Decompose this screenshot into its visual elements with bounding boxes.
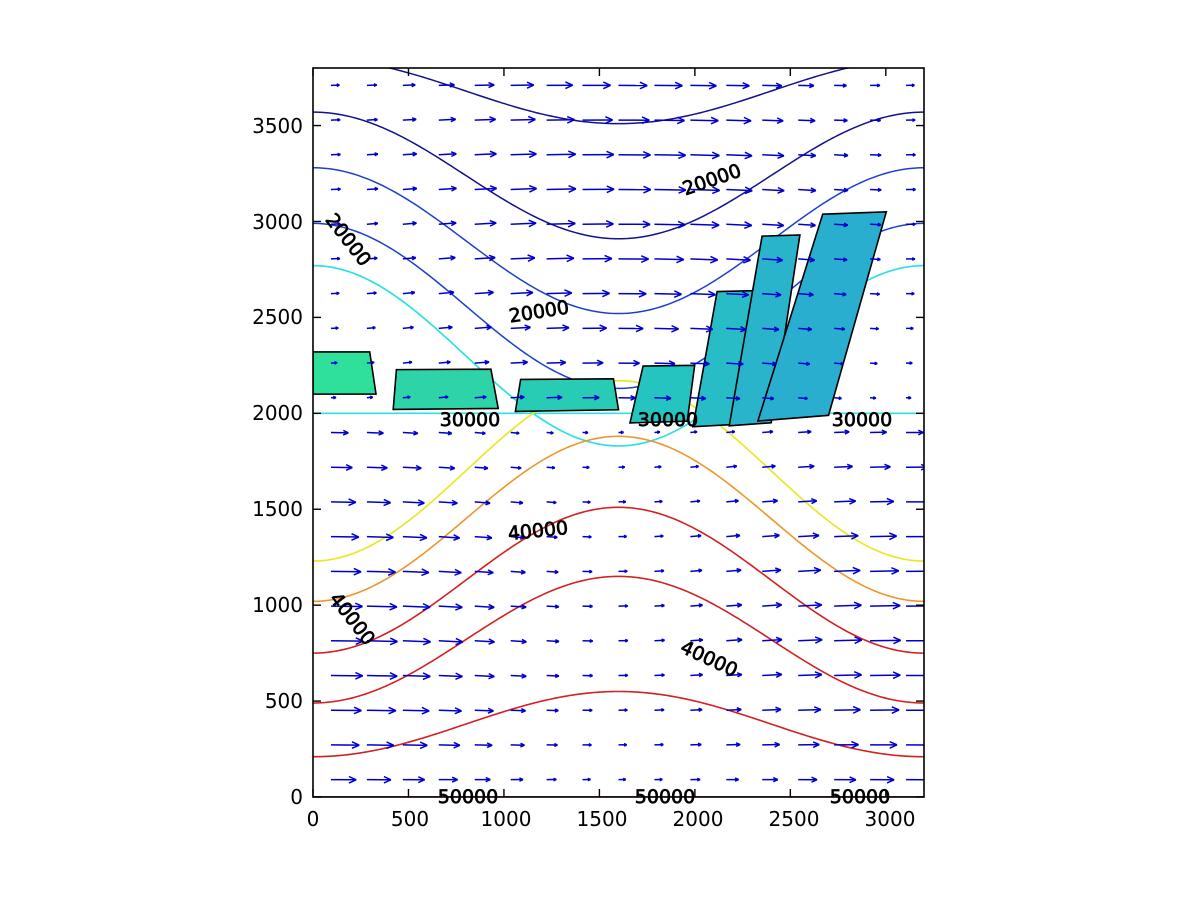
x-tick-label: 500 — [390, 807, 430, 831]
contour-label: 50000 — [829, 786, 891, 809]
x-tick-label: 1500 — [576, 807, 628, 831]
contour-label: 30000 — [831, 409, 893, 432]
vector-field-arrows — [330, 81, 924, 784]
y-tick-label: 1500 — [252, 497, 303, 521]
y-tick-label: 1000 — [252, 593, 303, 617]
x-tick-label: 1000 — [480, 807, 532, 831]
y-tick-label: 500 — [264, 689, 303, 713]
y-tick-label: 2000 — [252, 401, 303, 425]
axes-frame — [312, 67, 925, 798]
polygon-patches — [313, 211, 888, 428]
contour-label: 50000 — [634, 786, 696, 809]
y-tick-label: 0 — [290, 785, 303, 809]
x-tick-label: 3000 — [864, 807, 916, 831]
y-tick-label: 3500 — [252, 114, 303, 138]
x-tick-label: 2500 — [768, 807, 820, 831]
contour-label: 30000 — [637, 409, 699, 432]
contour-label: 50000 — [437, 786, 499, 809]
x-tick-label: 2000 — [672, 807, 724, 831]
contour-lines — [313, 68, 924, 797]
y-tick-label: 3000 — [252, 210, 303, 234]
x-tick-label: 0 — [306, 807, 320, 831]
y-tick-label: 2500 — [252, 305, 303, 329]
contour-label: 30000 — [439, 409, 501, 432]
